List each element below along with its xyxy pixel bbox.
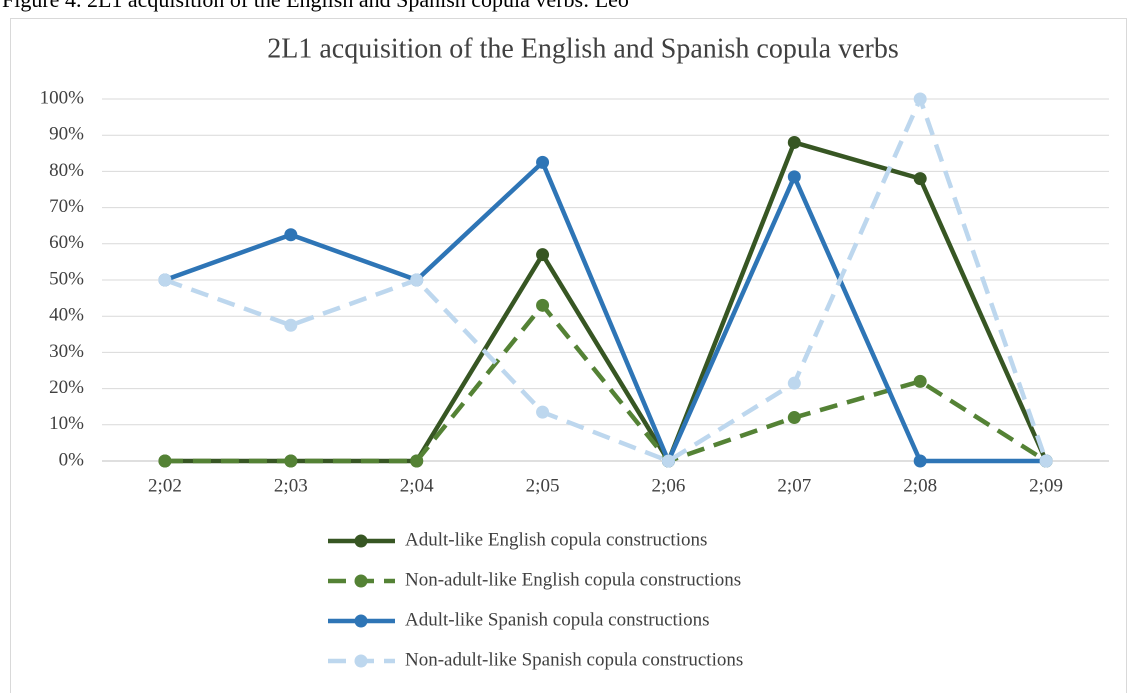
y-tick-label: 50% <box>49 268 84 289</box>
series-line <box>164 303 1048 464</box>
data-point <box>787 135 801 149</box>
legend-label: Non-adult-like Spanish copula constructi… <box>405 649 743 670</box>
data-point <box>410 273 424 287</box>
data-point <box>913 172 927 186</box>
y-tick-label: 90% <box>49 124 84 145</box>
y-tick-label: 80% <box>49 160 84 181</box>
data-point <box>536 248 550 262</box>
chart-border <box>10 18 1127 693</box>
data-point <box>158 273 172 287</box>
legend-marker <box>354 654 368 668</box>
x-tick-label: 2;08 <box>903 475 937 496</box>
y-tick-label: 20% <box>49 377 84 398</box>
data-point <box>158 454 172 468</box>
data-point <box>661 454 675 468</box>
x-tick-label: 2;07 <box>777 475 811 496</box>
legend-label: Adult-like English copula constructions <box>405 529 707 550</box>
data-point <box>913 374 927 388</box>
y-tick-label: 0% <box>59 449 85 470</box>
chart-title: 2L1 acquisition of the English and Spani… <box>267 33 898 64</box>
data-point <box>787 376 801 390</box>
y-tick-label: 100% <box>40 87 85 108</box>
data-point <box>536 155 550 169</box>
data-point <box>284 454 298 468</box>
data-point <box>913 454 927 468</box>
data-point <box>284 228 298 242</box>
data-point <box>787 411 801 425</box>
caption: Figure 4. 2L1 acquisition of the English… <box>2 0 629 12</box>
legend-marker <box>354 534 368 548</box>
x-tick-label: 2;02 <box>148 475 182 496</box>
x-tick-label: 2;06 <box>652 475 686 496</box>
legend-marker <box>354 614 368 628</box>
data-point <box>787 170 801 184</box>
y-tick-label: 30% <box>49 341 84 362</box>
data-point <box>913 92 927 106</box>
x-tick-label: 2;09 <box>1029 475 1063 496</box>
x-tick-label: 2;05 <box>526 475 560 496</box>
legend-label: Adult-like Spanish copula constructions <box>405 609 709 630</box>
series-line <box>164 140 1049 464</box>
x-tick-label: 2;03 <box>274 475 308 496</box>
series-line <box>164 160 1047 464</box>
data-point <box>536 405 550 419</box>
data-point <box>410 454 424 468</box>
data-point <box>1039 454 1053 468</box>
y-tick-label: 10% <box>49 413 84 434</box>
x-tick-label: 2;04 <box>400 475 434 496</box>
data-point <box>536 298 550 312</box>
y-tick-label: 40% <box>49 305 84 326</box>
data-point <box>284 318 298 332</box>
legend-marker <box>354 574 368 588</box>
y-tick-label: 70% <box>49 196 84 217</box>
legend-label: Non-adult-like English copula constructi… <box>405 569 741 590</box>
y-tick-label: 60% <box>49 232 84 253</box>
series-line <box>164 96 1049 464</box>
